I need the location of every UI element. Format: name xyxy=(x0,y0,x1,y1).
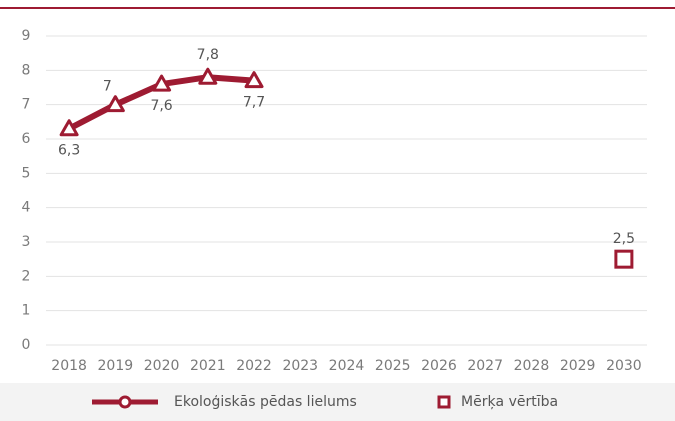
x-tick-label: 2028 xyxy=(514,358,550,374)
legend-marker xyxy=(118,395,132,409)
data-label: 2,5 xyxy=(613,231,635,247)
x-tick-label: 2022 xyxy=(236,358,272,374)
data-label: 7,7 xyxy=(243,95,265,111)
x-tick-label: 2024 xyxy=(329,358,365,374)
y-tick-label: 2 xyxy=(22,268,31,284)
legend-marker xyxy=(437,395,451,409)
y-tick-label: 8 xyxy=(22,62,31,78)
data-label: 7,6 xyxy=(150,98,172,114)
y-tick-label: 5 xyxy=(22,165,31,181)
data-point xyxy=(152,74,172,92)
data-point xyxy=(244,71,264,89)
y-tick-label: 0 xyxy=(22,337,31,353)
x-tick-label: 2021 xyxy=(190,358,226,374)
x-tick-label: 2030 xyxy=(606,358,642,374)
data-label: 6,3 xyxy=(58,143,80,159)
y-tick-label: 3 xyxy=(22,234,31,250)
x-tick-label: 2019 xyxy=(98,358,134,374)
data-label: 7,8 xyxy=(197,47,219,63)
data-point xyxy=(198,67,218,85)
y-tick-label: 4 xyxy=(22,200,31,216)
y-tick-label: 1 xyxy=(22,303,31,319)
x-tick-label: 2018 xyxy=(51,358,87,374)
x-tick-label: 2026 xyxy=(421,358,457,374)
data-point xyxy=(105,95,125,113)
y-tick-label: 7 xyxy=(22,97,31,113)
y-tick-label: 6 xyxy=(22,131,31,147)
x-tick-label: 2023 xyxy=(282,358,318,374)
data-point xyxy=(614,249,634,269)
data-point xyxy=(59,119,79,137)
legend-label: Mērķa vērtība xyxy=(461,394,558,410)
x-tick-label: 2027 xyxy=(467,358,503,374)
data-label: 7 xyxy=(103,79,112,95)
legend-label: Ekoloģiskās pēdas lielums xyxy=(174,394,357,410)
x-tick-label: 2025 xyxy=(375,358,411,374)
x-tick-label: 2020 xyxy=(144,358,180,374)
x-tick-label: 2029 xyxy=(560,358,596,374)
y-tick-label: 9 xyxy=(22,28,31,44)
